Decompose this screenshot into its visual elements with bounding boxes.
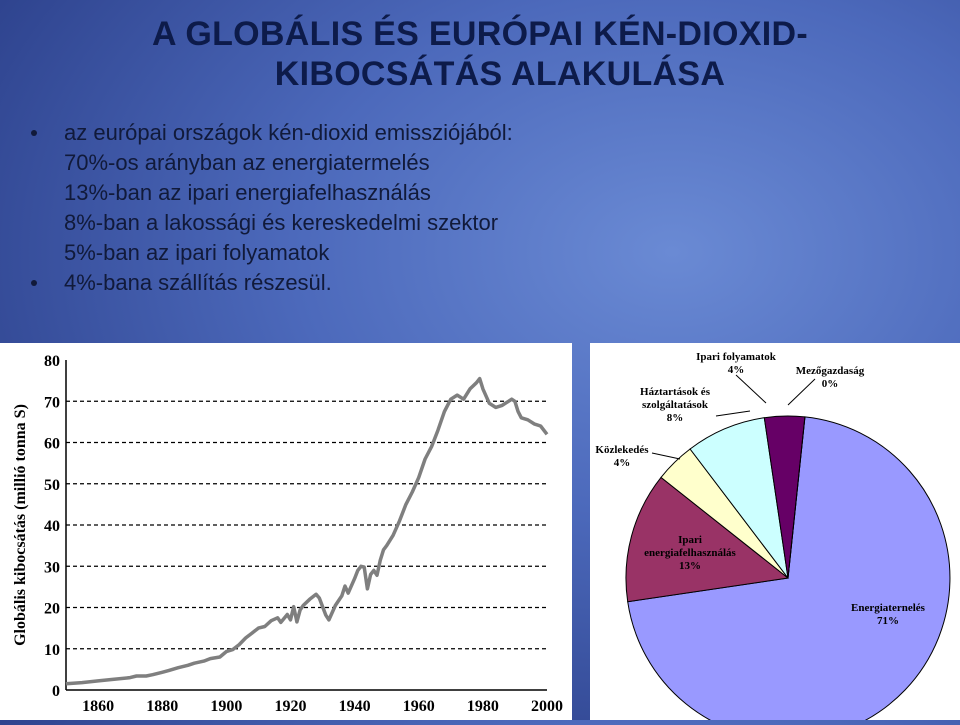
pie-chart: Ipari folyamatok 4% Mezőgazdaság 0%Háztartá…: [595, 351, 951, 725]
bullet-text: 5%-ban az ipari folyamatok: [64, 240, 330, 265]
pie-label-haztartasok: Háztartások és szolgáltatások 8%: [640, 386, 711, 424]
pie-slice-zero: [787, 416, 806, 579]
leader-line: [787, 378, 816, 406]
pie-label-line: Energiaternelés: [851, 602, 926, 614]
y-tick-label: 40: [44, 518, 60, 535]
slide-title: A GLOBÁLIS ÉS EURÓPAI KÉN-DIOXID- KIBOCS…: [0, 14, 960, 94]
pie-label-line: Mezőgazdaság: [796, 365, 865, 377]
x-tick-label: 1900: [210, 698, 242, 715]
y-tick-label: 70: [44, 394, 60, 411]
x-tick-label: 1880: [146, 698, 178, 715]
x-tick-label: 1940: [339, 698, 371, 715]
pie-label-line: 4%: [614, 457, 631, 469]
bullet-continuation: 13%-ban az ipari energiafelhasználás: [28, 178, 928, 208]
pie-label-line: 8%: [667, 412, 684, 424]
pie-label-line: Közlekedés: [595, 444, 649, 456]
pie-label-ipari-energia: Ipari energiafelhasználás 13%: [644, 534, 736, 572]
leader-line: [735, 374, 767, 404]
bullet-text: 13%-ban az ipari energiafelhasználás: [64, 180, 431, 205]
y-tick-label: 20: [44, 601, 60, 618]
pie-label-ipari-folyamatok: Ipari folyamatok 4%: [696, 351, 777, 376]
x-tick-label: 1860: [82, 698, 114, 715]
y-tick-label: 50: [44, 477, 60, 494]
pie-slice: [625, 476, 790, 603]
pie-label-line: 0%: [822, 378, 839, 390]
pie-label-line: szolgáltatások: [642, 399, 709, 411]
pie-label-line: Ipari: [678, 534, 702, 546]
bullet-dot-icon: [31, 130, 37, 136]
bullet-list: az európai országok kén-dioxid emissziój…: [28, 118, 928, 298]
pie-label-line: energiafelhasználás: [644, 547, 736, 559]
line-chart-panel: 0 10 20 30 40 50 60 70 80 1860 1880 1900 1920 1940 196…: [0, 343, 572, 720]
bullet-item: az európai országok kén-dioxid emissziój…: [28, 118, 928, 148]
pie-label-line: 4%: [728, 364, 745, 376]
title-line-1: A GLOBÁLIS ÉS EURÓPAI KÉN-DIOXID-: [152, 15, 808, 53]
pie-label-line: Háztartások és: [640, 386, 711, 398]
bullet-text: az európai országok kén-dioxid emissziój…: [64, 120, 513, 145]
pie-label-mezogazdasag: Mezőgazdaság 0%: [796, 365, 865, 390]
bullet-text: 70%-os arányban az energiatermelés: [64, 150, 430, 175]
title-line-2: KIBOCSÁTÁS ALAKULÁSA: [274, 55, 726, 93]
y-tick-label: 80: [44, 353, 60, 370]
y-tick-label: 0: [52, 683, 60, 700]
line-chart: 0 10 20 30 40 50 60 70 80 1860 1880 1900 1920 1940 196…: [12, 353, 563, 715]
pie-label-line: 71%: [877, 615, 899, 627]
bullet-text: 8%-ban a lakossági és kereskedelmi szekt…: [64, 210, 499, 235]
bullet-text: 4%-bana szállítás részesül.: [64, 270, 332, 295]
x-tick-label: 1920: [274, 698, 306, 715]
pie-label-line: Ipari folyamatok: [696, 351, 777, 363]
y-tick-label: 60: [44, 436, 60, 453]
pie-label-energiaternel: Energiaternelés 71%: [851, 602, 926, 627]
bullet-item: 4%-bana szállítás részesül.: [28, 268, 928, 298]
bullet-continuation: 8%-ban a lakossági és kereskedelmi szekt…: [28, 208, 928, 238]
x-tick-label: 2000: [531, 698, 563, 715]
y-axis-label: Globális kibocsátás (millió tonna S): [12, 404, 29, 646]
bullet-continuation: 70%-os arányban az energiatermelés: [28, 148, 928, 178]
series-line: [65, 376, 549, 686]
x-tick-label: 1960: [403, 698, 435, 715]
leader-line: [651, 452, 681, 460]
pie-label-kozlekedes: Közlekedés 4%: [595, 444, 649, 469]
leader-line: [715, 410, 751, 417]
bullet-continuation: 5%-ban az ipari folyamatok: [28, 238, 928, 268]
bullet-dot-icon: [31, 280, 37, 286]
pie-label-line: 13%: [679, 560, 701, 572]
y-tick-label: 10: [44, 642, 60, 659]
pie-chart-panel: Ipari folyamatok 4% Mezőgazdaság 0% Háztartá…: [590, 343, 960, 725]
x-tick-label: 1980: [467, 698, 499, 715]
y-tick-label: 30: [44, 559, 60, 576]
